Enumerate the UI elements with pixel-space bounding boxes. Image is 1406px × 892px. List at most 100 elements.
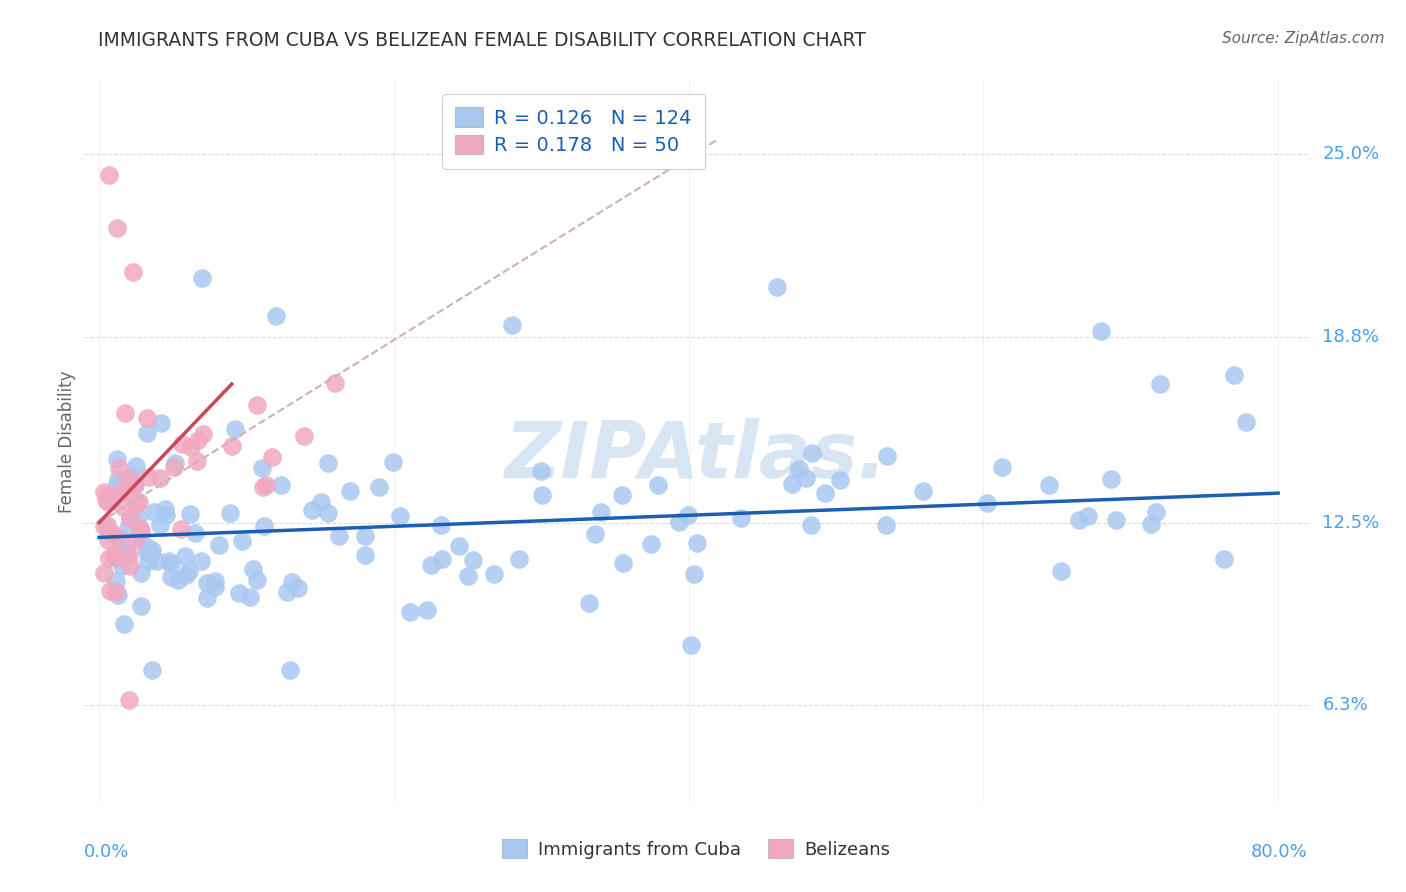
Point bbox=[814, 486, 837, 500]
Point bbox=[204, 580, 226, 594]
Point bbox=[104, 549, 127, 564]
Point bbox=[246, 573, 269, 587]
Point bbox=[420, 558, 443, 573]
Point bbox=[146, 554, 169, 568]
Point bbox=[208, 539, 231, 553]
Point bbox=[114, 406, 136, 420]
Point bbox=[135, 411, 157, 425]
Point bbox=[136, 425, 159, 440]
Point bbox=[354, 529, 377, 543]
Point bbox=[301, 503, 323, 517]
Point bbox=[117, 521, 139, 535]
Point bbox=[105, 452, 128, 467]
Point bbox=[104, 585, 127, 599]
Point bbox=[98, 550, 121, 565]
Point bbox=[328, 529, 350, 543]
Point bbox=[253, 518, 276, 533]
Text: 80.0%: 80.0% bbox=[1251, 843, 1308, 861]
Point bbox=[150, 416, 173, 430]
Point bbox=[796, 471, 818, 485]
Point bbox=[93, 518, 115, 533]
Point bbox=[219, 506, 242, 520]
Point bbox=[120, 512, 142, 526]
Text: 6.3%: 6.3% bbox=[1322, 697, 1368, 714]
Point bbox=[911, 483, 934, 498]
Point bbox=[125, 459, 148, 474]
Point bbox=[101, 527, 124, 541]
Point bbox=[228, 585, 250, 599]
Point bbox=[325, 376, 347, 391]
Point bbox=[107, 588, 129, 602]
Point bbox=[114, 549, 136, 564]
Point bbox=[416, 603, 439, 617]
Point bbox=[107, 472, 129, 486]
Point bbox=[1223, 368, 1246, 383]
Point bbox=[186, 454, 208, 468]
Point bbox=[287, 581, 309, 595]
Point bbox=[801, 446, 824, 460]
Point bbox=[1069, 513, 1091, 527]
Point bbox=[1090, 324, 1112, 338]
Point bbox=[583, 527, 606, 541]
Point bbox=[180, 440, 202, 454]
Point bbox=[186, 434, 208, 448]
Point bbox=[100, 494, 122, 508]
Point bbox=[108, 549, 131, 563]
Point bbox=[276, 585, 298, 599]
Point bbox=[174, 568, 197, 582]
Point bbox=[264, 309, 287, 323]
Point bbox=[141, 663, 163, 677]
Point bbox=[683, 566, 706, 581]
Point bbox=[120, 558, 142, 573]
Point bbox=[129, 530, 152, 544]
Point bbox=[278, 663, 301, 677]
Point bbox=[339, 483, 361, 498]
Point bbox=[430, 551, 453, 566]
Point bbox=[100, 583, 122, 598]
Point bbox=[800, 518, 823, 533]
Point bbox=[97, 494, 120, 508]
Text: Source: ZipAtlas.com: Source: ZipAtlas.com bbox=[1222, 31, 1385, 46]
Point bbox=[508, 552, 530, 566]
Point bbox=[681, 638, 703, 652]
Point bbox=[105, 220, 128, 235]
Point bbox=[530, 488, 553, 502]
Point bbox=[309, 495, 332, 509]
Point bbox=[108, 461, 131, 475]
Point bbox=[183, 526, 205, 541]
Point bbox=[1149, 377, 1171, 392]
Point bbox=[128, 495, 150, 509]
Point bbox=[122, 265, 145, 279]
Point bbox=[1144, 505, 1167, 519]
Point bbox=[117, 544, 139, 558]
Point bbox=[246, 398, 269, 412]
Point bbox=[231, 533, 253, 548]
Point bbox=[1038, 478, 1060, 492]
Point bbox=[98, 168, 121, 182]
Point bbox=[129, 523, 152, 537]
Text: ZIPAtlas.: ZIPAtlas. bbox=[505, 418, 887, 494]
Point bbox=[155, 508, 177, 522]
Legend: Immigrants from Cuba, Belizeans: Immigrants from Cuba, Belizeans bbox=[495, 832, 897, 866]
Point bbox=[122, 477, 145, 491]
Point bbox=[141, 543, 163, 558]
Point bbox=[461, 553, 484, 567]
Point bbox=[242, 562, 264, 576]
Point bbox=[1105, 513, 1128, 527]
Point bbox=[143, 505, 166, 519]
Point bbox=[281, 575, 304, 590]
Point bbox=[875, 518, 897, 533]
Point bbox=[173, 549, 195, 564]
Point bbox=[191, 427, 214, 442]
Point bbox=[97, 488, 120, 502]
Point bbox=[678, 508, 700, 522]
Point bbox=[354, 548, 377, 562]
Point bbox=[177, 564, 200, 578]
Point bbox=[195, 576, 218, 591]
Text: 0.0%: 0.0% bbox=[84, 843, 129, 861]
Point bbox=[159, 554, 181, 568]
Point bbox=[204, 574, 226, 588]
Point bbox=[787, 462, 810, 476]
Point bbox=[449, 539, 471, 553]
Point bbox=[179, 507, 201, 521]
